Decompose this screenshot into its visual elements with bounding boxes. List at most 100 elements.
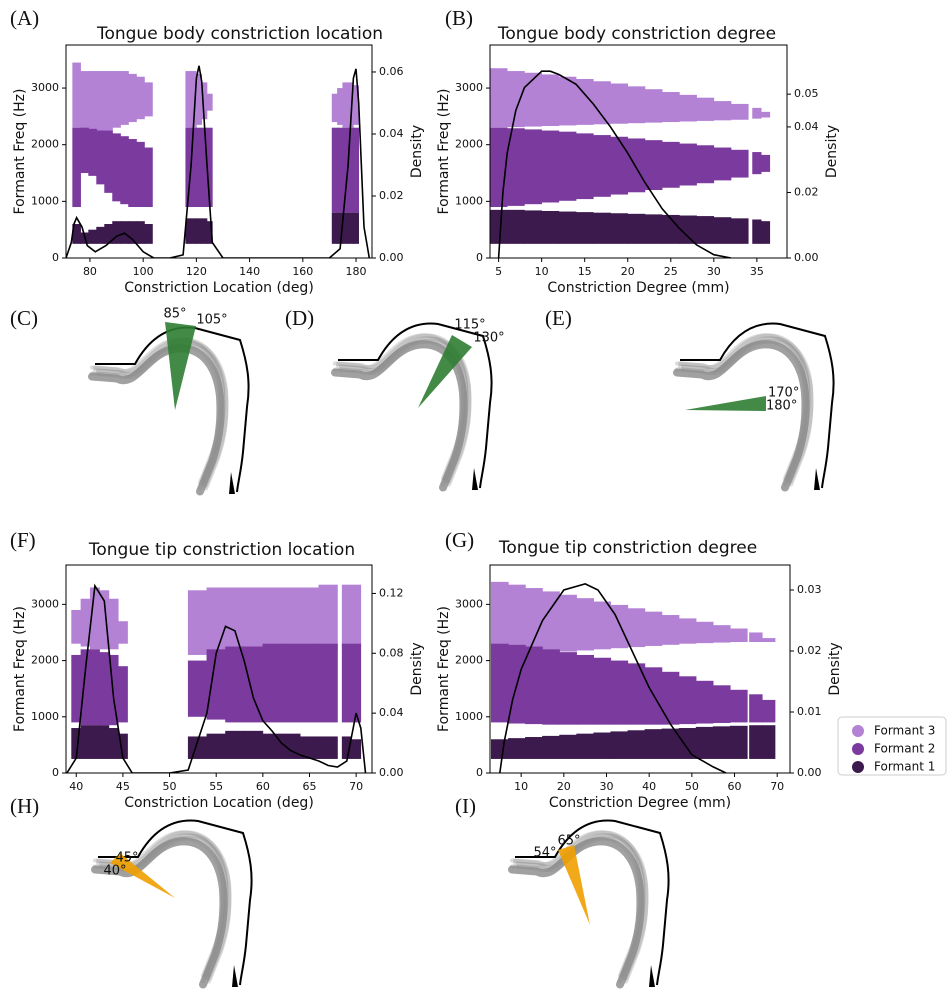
formant-range bbox=[109, 728, 119, 759]
y-tick-label: 1000 bbox=[31, 710, 59, 723]
teeth bbox=[649, 965, 655, 987]
formant-range bbox=[332, 213, 338, 244]
formant-range bbox=[332, 128, 338, 213]
formant-range bbox=[541, 74, 559, 126]
legend-label: Formant 2 bbox=[874, 742, 935, 756]
formant-range bbox=[679, 95, 697, 122]
angle-label: 54° bbox=[533, 846, 556, 861]
constriction-wedge bbox=[558, 845, 590, 925]
formant-range bbox=[662, 615, 680, 645]
formant-range bbox=[559, 652, 577, 725]
formant-range bbox=[731, 150, 749, 178]
formant-range bbox=[714, 217, 732, 244]
y2-tick-label: 0.00 bbox=[379, 766, 404, 779]
formant-range bbox=[525, 588, 543, 654]
formant-range bbox=[191, 218, 197, 243]
formant-range bbox=[762, 700, 775, 722]
formant-range bbox=[90, 725, 100, 759]
x-tick-label: 30 bbox=[600, 780, 614, 793]
formant-range bbox=[342, 585, 352, 647]
formant-range bbox=[627, 138, 645, 192]
formant-range bbox=[96, 71, 105, 133]
legend-marker bbox=[852, 725, 864, 737]
formant-range bbox=[610, 137, 628, 195]
formant-range bbox=[112, 71, 121, 128]
angle-label: 180° bbox=[766, 399, 797, 414]
formant-range bbox=[508, 585, 526, 655]
x-tick-label: 40 bbox=[642, 780, 656, 793]
formant-range bbox=[524, 129, 542, 204]
formant-range bbox=[679, 144, 697, 186]
formant-range bbox=[207, 94, 213, 111]
y-axis-label: Formant Freq (Hz) bbox=[436, 606, 452, 732]
y-tick-label: 3000 bbox=[31, 597, 59, 610]
formant-range bbox=[112, 133, 121, 201]
formant-range bbox=[300, 587, 319, 649]
formant-range bbox=[490, 210, 508, 244]
y-tick-label: 0 bbox=[52, 766, 59, 779]
formant-range bbox=[281, 587, 300, 652]
formant-range bbox=[80, 128, 89, 173]
y2-axis-label: Density bbox=[827, 642, 843, 695]
formant-range bbox=[196, 128, 202, 207]
formant-range bbox=[136, 77, 145, 119]
y-tick-label: 0 bbox=[52, 251, 59, 264]
y2-tick-label: 0.06 bbox=[379, 65, 404, 78]
formant-range bbox=[627, 214, 645, 244]
y2-tick-label: 0.03 bbox=[797, 583, 822, 596]
panel-label: (E) bbox=[545, 306, 572, 330]
formant-range bbox=[525, 647, 543, 725]
formant-range bbox=[491, 644, 509, 723]
series-group bbox=[66, 63, 369, 258]
formant-range bbox=[88, 129, 97, 176]
plot-area bbox=[490, 68, 770, 258]
x-tick-label: 40 bbox=[69, 780, 83, 793]
formant-range bbox=[507, 210, 525, 244]
y-tick-label: 0 bbox=[476, 251, 483, 264]
formant-range bbox=[348, 128, 354, 213]
formant-range bbox=[99, 652, 109, 725]
plot-area bbox=[491, 582, 775, 773]
x-tick-label: 100 bbox=[133, 265, 154, 278]
y-tick-label: 1000 bbox=[455, 194, 483, 207]
formant-range bbox=[196, 218, 202, 243]
formant-range bbox=[559, 212, 577, 244]
formant-range bbox=[593, 135, 611, 197]
formant-range bbox=[128, 139, 137, 207]
formant-range bbox=[576, 598, 594, 650]
teeth bbox=[232, 965, 238, 987]
formant-range bbox=[593, 733, 611, 759]
formant-range bbox=[696, 681, 714, 724]
formant-range bbox=[610, 731, 628, 759]
x-tick-label: 20 bbox=[557, 780, 571, 793]
formant-range bbox=[679, 728, 697, 759]
formant-range bbox=[576, 212, 594, 244]
y2-axis-label: Density bbox=[409, 642, 425, 695]
formant-range bbox=[610, 84, 628, 124]
formant-range bbox=[559, 77, 577, 126]
x-tick-label: 60 bbox=[728, 780, 742, 793]
y-tick-label: 1000 bbox=[31, 194, 59, 207]
x-tick-label: 5 bbox=[495, 265, 502, 278]
formant-range bbox=[696, 727, 714, 759]
formant-range bbox=[541, 131, 559, 203]
y-tick-label: 2000 bbox=[31, 138, 59, 151]
y-axis-label: Formant Freq (Hz) bbox=[436, 89, 452, 215]
y-tick-label: 3000 bbox=[455, 597, 483, 610]
angle-label: 130° bbox=[473, 331, 504, 346]
formant-range bbox=[524, 73, 542, 127]
formant-range bbox=[761, 221, 770, 244]
angle-label: 65° bbox=[557, 834, 580, 849]
formant-range bbox=[188, 590, 207, 655]
panel-label: (H) bbox=[10, 794, 39, 818]
series-group bbox=[490, 68, 770, 258]
formant-range bbox=[244, 731, 263, 759]
y-tick-label: 1000 bbox=[455, 710, 483, 723]
y2-axis-label: Density bbox=[824, 125, 840, 178]
formant-range bbox=[144, 224, 153, 244]
formant-range bbox=[118, 621, 128, 643]
formant-range bbox=[749, 632, 762, 642]
y-tick-label: 0 bbox=[476, 766, 483, 779]
x-tick-label: 50 bbox=[163, 780, 177, 793]
formant-range bbox=[263, 734, 282, 759]
